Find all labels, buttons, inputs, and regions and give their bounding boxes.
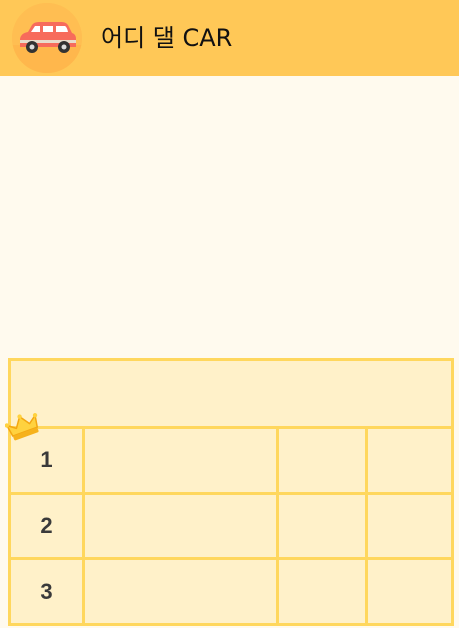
red-car-icon	[12, 3, 82, 73]
rank-cell	[276, 557, 368, 626]
rank-number: 3	[8, 557, 85, 626]
app-title: 어디 댈 CAR	[101, 24, 233, 52]
rank-cell	[365, 425, 454, 495]
table-row: 3	[8, 557, 454, 626]
ranking-header-cell	[8, 358, 454, 429]
app-logo[interactable]	[12, 3, 82, 73]
rank-cell	[82, 425, 279, 495]
rank-cell	[82, 491, 279, 561]
table-row: 2	[8, 491, 454, 561]
table-row: 1	[8, 425, 454, 495]
crown-icon	[5, 413, 39, 441]
rank-cell	[82, 557, 279, 626]
rank-cell	[276, 425, 368, 495]
ranking-table: 1 2 3	[8, 358, 454, 626]
rank-cell	[365, 491, 454, 561]
ranking-header-row	[8, 358, 454, 429]
rank-number: 2	[8, 491, 85, 561]
rank-cell	[276, 491, 368, 561]
app-header: 어디 댈 CAR	[0, 0, 459, 76]
rank-cell	[365, 557, 454, 626]
